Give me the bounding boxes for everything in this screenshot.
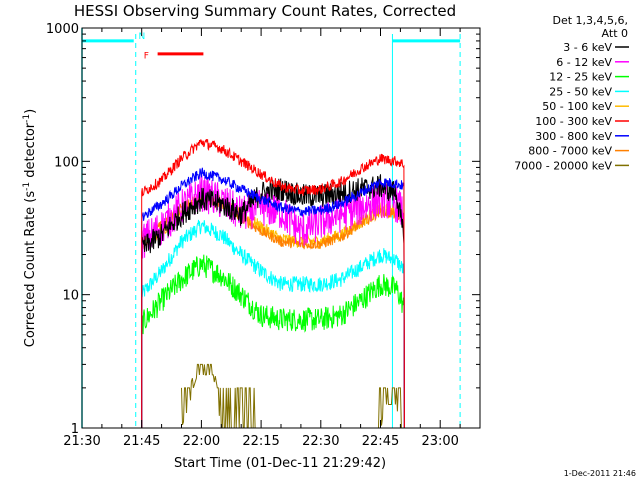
series-2-line	[141, 175, 405, 429]
flare-label: F	[144, 52, 149, 62]
axes: 21:30 21:45 22:00 22:15 22:30 22:45 23:00 1 10 10…	[46, 22, 481, 449]
legend-header-line-1: Det 1,3,4,5,6,	[552, 14, 628, 27]
legend-header-line-2: Att 0	[602, 27, 628, 40]
x-tick-label-0: 21:30	[63, 434, 100, 449]
legend-entry-label-6: 100 - 300 keV	[535, 115, 612, 128]
series-6-line	[141, 138, 405, 429]
chart-title: HESSI Observing Summary Count Rates, Cor…	[74, 2, 456, 20]
x-axis-label: Start Time (01-Dec-11 21:29:42)	[174, 456, 386, 471]
y-tick-label-1: 10	[62, 289, 79, 304]
series-7-line	[141, 167, 405, 429]
legend-entry-label-4: 25 - 50 keV	[549, 85, 612, 98]
legend-entry-label-8: 800 - 7000 keV	[528, 145, 612, 158]
legend-entry-label-1: 3 - 6 keV	[563, 41, 612, 54]
x-tick-label-5: 22:45	[362, 434, 399, 449]
x-tick-label-2: 22:00	[183, 434, 220, 449]
legend-entry-label-2: 6 - 12 keV	[556, 56, 612, 69]
series-layer	[141, 138, 405, 429]
y-tick-label-2: 100	[54, 155, 79, 170]
series-4-line	[141, 219, 405, 429]
legend: Det 1,3,4,5,6, Att 0 3 - 6 keV 6 - 12 keV…	[514, 14, 629, 172]
plot-timestamp: 1-Dec-2011 21:46	[564, 469, 636, 478]
legend-entry-label-5: 50 - 100 keV	[542, 100, 612, 113]
y-tick-label-3: 1000	[46, 22, 79, 37]
night-label: N	[139, 32, 146, 42]
legend-entry-label-9: 7000 - 20000 keV	[514, 159, 612, 172]
legend-entry-label-3: 12 - 25 keV	[549, 71, 612, 84]
x-tick-label-4: 22:30	[302, 434, 339, 449]
x-tick-label-3: 22:15	[242, 434, 279, 449]
series-3-line	[141, 254, 405, 429]
legend-entry-label-7: 300 - 800 keV	[535, 130, 612, 143]
x-tick-label-6: 23:00	[421, 434, 458, 449]
y-axis-label: Corrected Count Rate (s-1 detector-1)	[22, 109, 38, 347]
y-tick-label-0: 1	[71, 422, 79, 437]
x-tick-label-1: 21:45	[123, 434, 160, 449]
